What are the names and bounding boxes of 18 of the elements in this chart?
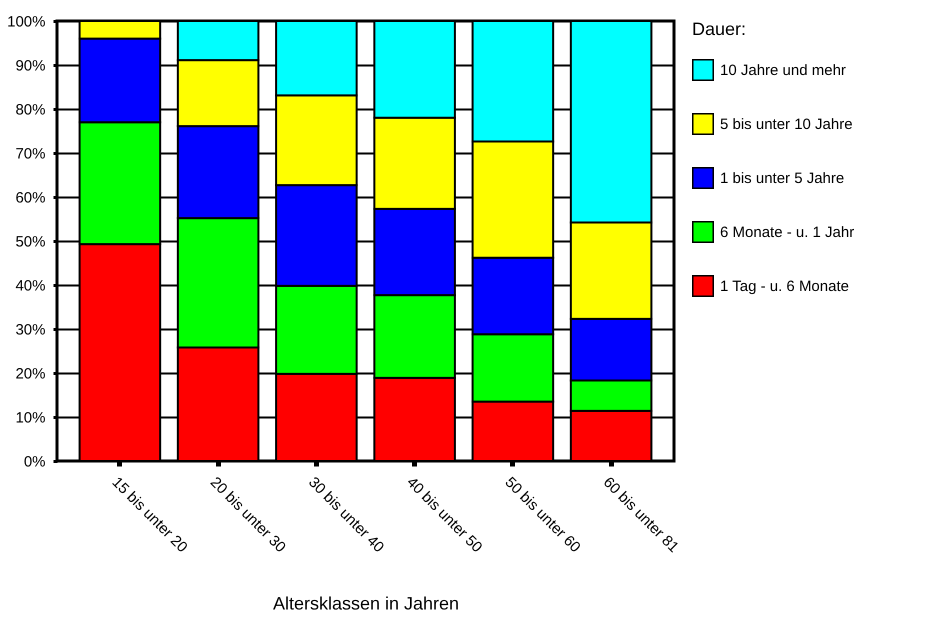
legend-label: 10 Jahre und mehr	[720, 62, 846, 79]
x-axis-title: Altersklassen in Jahren	[272, 593, 460, 614]
y-tick-label: 40%	[15, 278, 46, 294]
legend-label: 1 Tag - u. 6 Monate	[720, 278, 849, 295]
y-tick-label: 90%	[15, 58, 46, 74]
y-tick-label: 50%	[15, 234, 46, 250]
y-tick-label: 70%	[15, 146, 46, 162]
y-tick-label: 60%	[15, 190, 46, 206]
y-tick-label: 20%	[15, 366, 46, 382]
y-tick-label: 10%	[15, 410, 46, 426]
legend-label: 6 Monate - u. 1 Jahr	[720, 224, 854, 241]
legend-label: 1 bis unter 5 Jahre	[720, 170, 844, 187]
legend-label: 5 bis unter 10 Jahre	[720, 116, 853, 133]
y-tick-label: 0%	[24, 454, 46, 470]
y-tick-label: 100%	[7, 14, 46, 30]
y-tick-label: 30%	[15, 322, 46, 338]
legend-title: Dauer:	[692, 19, 746, 39]
y-tick-label: 80%	[15, 102, 46, 118]
